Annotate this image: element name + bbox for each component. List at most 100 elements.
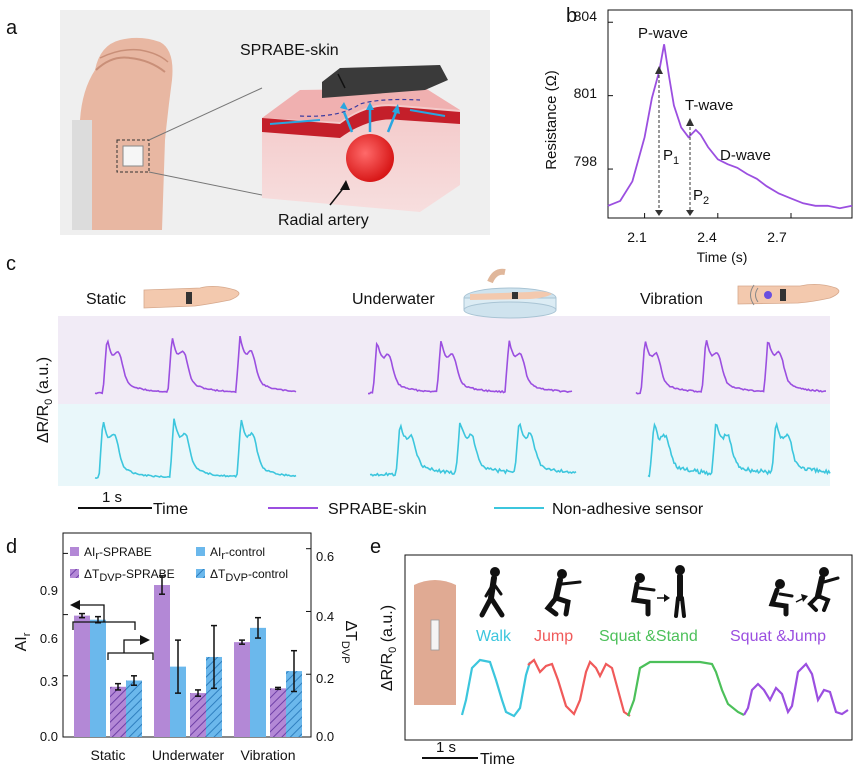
legend-label: ΔTDVP-SPRABE — [84, 567, 175, 584]
panel-d-ticks — [63, 548, 311, 738]
jump-trace — [527, 658, 631, 717]
p1-label: P1 — [663, 147, 679, 167]
category-label: Underwater — [152, 747, 225, 763]
control-trace-underwater — [369, 422, 577, 477]
walk-figure-icon — [479, 567, 505, 618]
sprabe-skin-patch — [322, 65, 448, 98]
arm-icon-vibration — [737, 284, 840, 306]
skin-cross-section — [262, 65, 460, 212]
squat-jump-figure-icon — [768, 567, 840, 617]
y-tick-label: 804 — [574, 8, 598, 24]
scale-bar-label: 1 s — [102, 489, 122, 506]
condition-vibration: Vibration — [640, 291, 703, 308]
panel-d-label: d — [6, 536, 17, 558]
bar-dtdvp-sprabe — [110, 686, 126, 737]
sprabe-trace-static — [94, 335, 297, 395]
zoom-line — [148, 87, 263, 141]
bar-dtdvp-control — [126, 680, 142, 737]
control-trace-static — [94, 418, 297, 480]
legend-label-sprabe: SPRABE-skin — [328, 501, 427, 518]
plot-frame — [607, 9, 853, 219]
y-tick-label: 801 — [574, 85, 598, 101]
squat-jump-trace — [743, 662, 849, 716]
activity-squat-stand: Squat &Stand — [599, 628, 698, 645]
bar-air-sprabe — [74, 615, 90, 737]
arm-icon-static — [143, 286, 240, 309]
sprabe-skin-label: SPRABE-skin — [240, 42, 339, 59]
bar-air-control — [250, 627, 266, 737]
bar-dtdvp-sprabe — [270, 688, 286, 737]
radial-artery-label: Radial artery — [278, 212, 369, 229]
plot-frame — [404, 554, 853, 741]
legend-swatch — [70, 547, 79, 556]
axis-pointer-arrows — [70, 600, 154, 660]
panel-c: c Static Underwater Vibration ΔR/R0 (a.u… — [6, 253, 840, 518]
p2-label: P2 — [693, 187, 709, 207]
bar-dtdvp-control — [286, 671, 302, 737]
left-tick-label: 0.0 — [40, 729, 58, 744]
right-tick-label: 0.0 — [316, 729, 334, 744]
wrist-photo — [72, 37, 173, 230]
sprabe-band — [58, 316, 830, 404]
leg-photo — [414, 580, 456, 705]
category-label: Static — [90, 747, 125, 763]
panel-e-label: e — [370, 536, 381, 558]
zoom-line — [148, 171, 263, 196]
right-tick-label: 0.2 — [316, 671, 334, 686]
bar-air-control — [90, 619, 106, 737]
panel-a-label: a — [6, 17, 18, 39]
right-tick-label: 0.6 — [316, 549, 334, 564]
arm-icon-underwater — [463, 268, 557, 319]
left-tick-label: 0.9 — [40, 583, 58, 598]
legend-label: AIr-SPRABE — [84, 545, 152, 562]
control-trace-vibration — [647, 421, 831, 478]
panel-b-ticks — [608, 21, 792, 218]
legend-swatch — [70, 569, 79, 578]
panel-d-bars — [74, 575, 302, 737]
bar-dtdvp-sprabe — [190, 693, 206, 737]
sprabe-trace-underwater — [368, 340, 573, 395]
y-tick-label: 798 — [574, 153, 598, 169]
left-tick-label: 0.3 — [40, 674, 58, 689]
radial-artery-circle — [346, 134, 394, 182]
x-tick-label: 2.1 — [627, 229, 647, 245]
panel-e: e ΔR/R0 (a.u.) — [370, 536, 853, 768]
activity-walk: Walk — [476, 628, 512, 645]
legend-swatch — [196, 547, 205, 556]
y-axis-title: ΔR/R0 (a.u.) — [35, 357, 55, 443]
squat-stand-figure-icon — [631, 565, 686, 618]
activity-squat-jump: Squat &Jump — [730, 628, 826, 645]
legend-label-control: Non-adhesive sensor — [552, 501, 704, 518]
bar-air-sprabe — [154, 585, 170, 737]
time-label: Time — [153, 501, 188, 518]
activity-jump: Jump — [534, 628, 573, 645]
x-tick-label: 2.7 — [767, 229, 787, 245]
scale-bar-label: 1 s — [436, 739, 456, 756]
bar-dtdvp-control — [206, 656, 222, 737]
right-axis-title: ΔTDVP — [339, 620, 359, 663]
p-wave-label: P-wave — [638, 25, 688, 42]
bar-air-sprabe — [234, 642, 250, 737]
y-axis-title: Resistance (Ω) — [543, 70, 560, 170]
x-axis-title: Time (s) — [697, 249, 748, 265]
panel-d: d 0.0 0.3 0.6 0.9 0.0 0.2 0.4 0.6 Static… — [6, 532, 359, 763]
t-wave-label: T-wave — [685, 97, 733, 114]
left-axis-title: AIr — [13, 632, 33, 651]
left-tick-label: 0.6 — [40, 631, 58, 646]
b-annotations — [655, 66, 694, 216]
walk-trace — [460, 658, 532, 718]
legend-label: ΔTDVP-control — [210, 567, 288, 584]
condition-static: Static — [86, 291, 126, 308]
category-label: Vibration — [240, 747, 295, 763]
legend-label: AIr-control — [210, 545, 265, 562]
resistance-waveform — [607, 44, 853, 210]
zoom-box — [116, 139, 150, 173]
jump-figure-icon — [544, 569, 582, 617]
panel-b: b 804 801 798 2.1 2.4 2.7 Time (s) Resis… — [543, 5, 853, 265]
panel-c-label: c — [6, 253, 16, 275]
sprabe-trace-vibration — [635, 340, 826, 395]
legend-swatch — [196, 569, 205, 578]
time-label: Time — [480, 751, 515, 768]
plot-frame — [62, 532, 312, 738]
